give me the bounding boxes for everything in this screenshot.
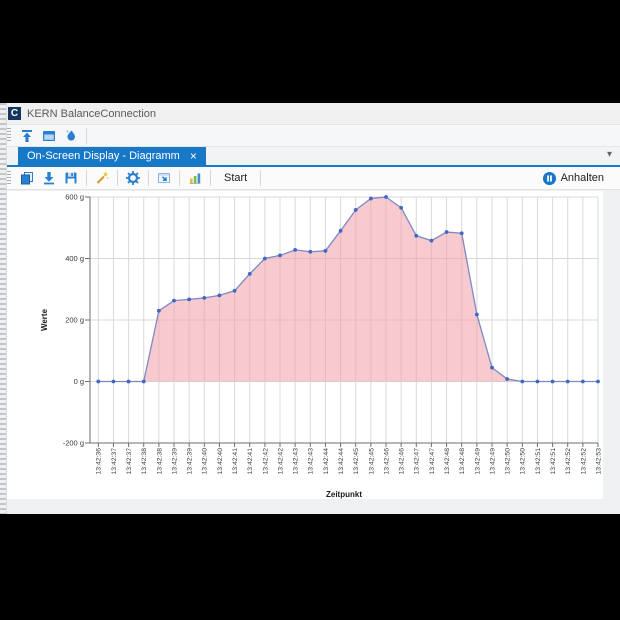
toolbar-grip[interactable]: [7, 170, 11, 186]
svg-text:13:42:51: 13:42:51: [535, 448, 542, 475]
chart-axis-titles: Werte Zeitpunkt: [40, 308, 362, 499]
upload-icon[interactable]: [17, 126, 37, 146]
toolbar-separator: [179, 170, 180, 186]
svg-text:13:42:40: 13:42:40: [217, 448, 224, 475]
chevron-down-icon[interactable]: ▾: [606, 149, 612, 160]
svg-text:13:42:42: 13:42:42: [277, 448, 284, 475]
svg-text:13:42:52: 13:42:52: [565, 448, 572, 475]
svg-text:13:42:37: 13:42:37: [111, 448, 118, 475]
toolbar-separator: [210, 170, 211, 186]
svg-text:13:42:48: 13:42:48: [459, 448, 466, 475]
chart: 600 g 400 g 200 g 0 g -200 g 13:42:36 13:42:37…: [6, 191, 603, 499]
toolbar-separator: [86, 170, 87, 186]
dock-edge-grip[interactable]: [0, 103, 7, 514]
svg-text:400 g: 400 g: [65, 254, 84, 263]
svg-text:Zeitpunkt: Zeitpunkt: [326, 490, 362, 499]
svg-text:-200 g: -200 g: [63, 439, 84, 448]
svg-text:13:42:43: 13:42:43: [293, 448, 300, 475]
svg-text:13:42:50: 13:42:50: [520, 448, 527, 475]
title-bar: C KERN BalanceConnection: [0, 103, 620, 125]
statistics-icon[interactable]: [185, 168, 205, 188]
toolbar-separator: [260, 170, 262, 186]
svg-text:13:42:36: 13:42:36: [96, 448, 103, 475]
stop-button[interactable]: Anhalten: [536, 170, 610, 187]
save-icon[interactable]: [61, 168, 81, 188]
svg-text:13:42:47: 13:42:47: [429, 448, 436, 475]
svg-text:13:42:44: 13:42:44: [323, 448, 330, 475]
main-toolbar: [0, 125, 620, 147]
droplet-icon[interactable]: [61, 126, 81, 146]
svg-text:13:42:41: 13:42:41: [232, 448, 239, 475]
svg-text:13:42:51: 13:42:51: [550, 448, 557, 475]
window-export-icon[interactable]: [154, 168, 174, 188]
tab-label: On-Screen Display - Diagramm: [27, 150, 180, 162]
chart-x-labels: 13:42:36 13:42:37 13:42:37 13:42:38 13:42:38…: [96, 448, 603, 475]
start-button-label: Start: [224, 172, 248, 184]
svg-text:13:42:38: 13:42:38: [156, 448, 163, 475]
tab-underline: [0, 165, 620, 167]
svg-text:13:42:43: 13:42:43: [308, 448, 315, 475]
app-logo-icon: C: [8, 107, 21, 120]
chart-toolbar: Start Anhalten: [0, 167, 620, 190]
toolbar-separator: [86, 127, 87, 144]
stop-button-label: Anhalten: [560, 172, 604, 184]
svg-text:13:42:46: 13:42:46: [383, 448, 390, 475]
svg-text:200 g: 200 g: [65, 316, 84, 325]
svg-text:Werte: Werte: [40, 308, 49, 331]
toolbar-grip[interactable]: [7, 128, 11, 143]
svg-text:13:42:44: 13:42:44: [338, 448, 345, 475]
import-icon[interactable]: [39, 168, 59, 188]
svg-text:13:42:39: 13:42:39: [187, 448, 194, 475]
svg-text:13:42:52: 13:42:52: [580, 448, 587, 475]
svg-text:0 g: 0 g: [74, 377, 84, 386]
svg-text:13:42:46: 13:42:46: [399, 448, 406, 475]
toolbar-separator: [117, 170, 118, 186]
chart-axes: [85, 196, 599, 447]
svg-text:13:42:42: 13:42:42: [262, 448, 269, 475]
magic-wand-icon[interactable]: [92, 168, 112, 188]
svg-text:600 g: 600 g: [65, 193, 84, 202]
svg-text:13:42:50: 13:42:50: [505, 448, 512, 475]
svg-text:13:42:48: 13:42:48: [444, 448, 451, 475]
chart-markers: [96, 195, 600, 384]
svg-text:13:42:45: 13:42:45: [368, 448, 375, 475]
copy-icon[interactable]: [17, 168, 37, 188]
svg-text:13:42:41: 13:42:41: [247, 448, 254, 475]
svg-text:13:42:40: 13:42:40: [202, 448, 209, 475]
svg-text:13:42:45: 13:42:45: [353, 448, 360, 475]
chart-series-area: [98, 197, 599, 382]
svg-text:13:42:49: 13:42:49: [474, 448, 481, 475]
svg-text:13:42:53: 13:42:53: [595, 448, 602, 475]
tab-close-icon[interactable]: ×: [189, 149, 197, 163]
chart-series-line: [98, 196, 598, 383]
tab-bar: On-Screen Display - Diagramm × ▾: [0, 147, 620, 167]
settings-gear-icon[interactable]: [123, 168, 143, 188]
svg-text:13:42:49: 13:42:49: [489, 448, 496, 475]
svg-text:13:42:38: 13:42:38: [141, 448, 148, 475]
pause-circle-icon: [542, 171, 556, 185]
app-window: C KERN BalanceConnection On-Screen Displ…: [0, 103, 620, 514]
tab-diagramm[interactable]: On-Screen Display - Diagramm ×: [18, 147, 206, 165]
toolbar-separator: [148, 170, 149, 186]
start-button[interactable]: Start: [216, 168, 255, 188]
svg-text:13:42:47: 13:42:47: [414, 448, 421, 475]
window-icon[interactable]: [39, 126, 59, 146]
chart-area: 600 g 400 g 200 g 0 g -200 g 13:42:36 13:42:37…: [0, 190, 620, 514]
svg-text:13:42:39: 13:42:39: [171, 448, 178, 475]
app-title: KERN BalanceConnection: [27, 107, 157, 120]
chart-y-labels: 600 g 400 g 200 g 0 g -200 g: [63, 193, 84, 448]
svg-text:13:42:37: 13:42:37: [126, 448, 133, 475]
